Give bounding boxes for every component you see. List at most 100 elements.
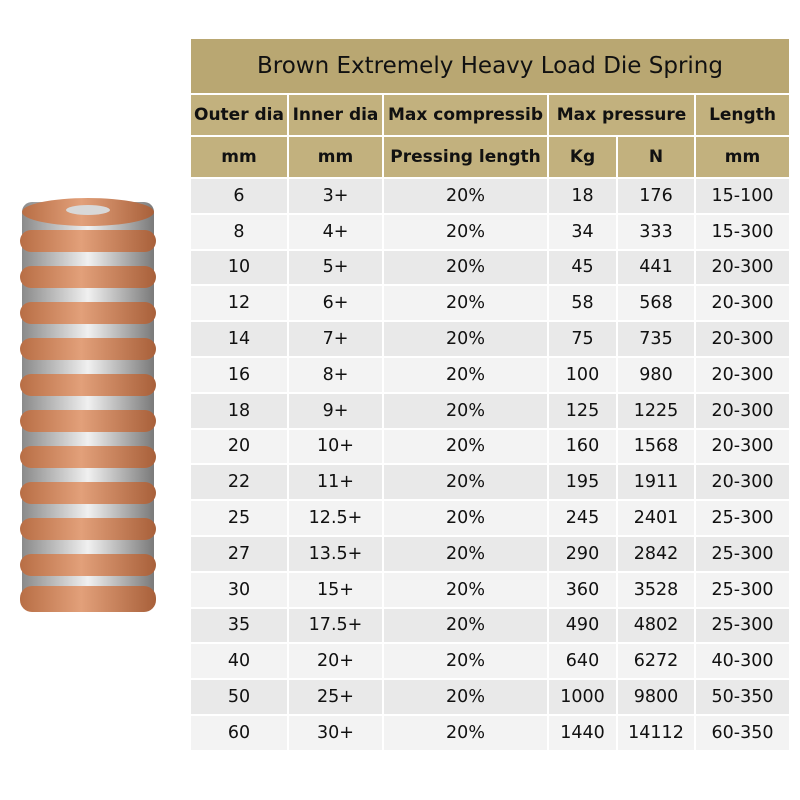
data-cell: 40 (191, 644, 287, 679)
data-cell: 568 (618, 286, 694, 321)
data-cell: 12 (191, 286, 287, 321)
data-cell: 20% (384, 501, 547, 535)
header-cell: Max compressib (384, 95, 547, 135)
data-cell: 20% (384, 536, 547, 571)
data-cell: 20% (384, 250, 547, 285)
data-cell: 58 (549, 286, 616, 321)
title-row: Brown Extremely Heavy Load Die Spring (191, 39, 789, 93)
data-cell: 3+ (289, 179, 382, 213)
data-cell: 160 (549, 429, 616, 464)
unit-cell: mm (696, 137, 789, 177)
data-cell: 20-300 (696, 357, 789, 392)
header-cell: Length (696, 95, 789, 135)
data-cell: 20-300 (696, 393, 789, 428)
data-cell: 17.5+ (289, 608, 382, 643)
table-body: Brown Extremely Heavy Load Die Spring Ou… (191, 39, 789, 750)
data-cell: 20% (384, 429, 547, 464)
data-cell: 22 (191, 465, 287, 500)
data-cell: 8 (191, 214, 287, 249)
data-cell: 125 (549, 393, 616, 428)
header-cell: Outer dia (191, 95, 287, 135)
table-title: Brown Extremely Heavy Load Die Spring (191, 39, 789, 93)
data-cell: 20-300 (696, 286, 789, 321)
data-cell: 2401 (618, 501, 694, 535)
data-cell: 11+ (289, 465, 382, 500)
data-cell: 45 (549, 250, 616, 285)
data-cell: 195 (549, 465, 616, 500)
data-row: 16 8+ 20% 100 980 20-300 (191, 357, 789, 392)
data-cell: 50 (191, 680, 287, 714)
data-cell: 6272 (618, 644, 694, 679)
data-cell: 6+ (289, 286, 382, 321)
spring-image (20, 198, 156, 612)
data-cell: 15-300 (696, 214, 789, 249)
data-cell: 30+ (289, 715, 382, 750)
data-cell: 9800 (618, 680, 694, 714)
data-row: 50 25+ 20% 1000 9800 50-350 (191, 680, 789, 714)
data-cell: 75 (549, 322, 616, 356)
data-cell: 640 (549, 644, 616, 679)
data-cell: 25-300 (696, 608, 789, 643)
coils (20, 198, 156, 612)
data-row: 40 20+ 20% 640 6272 40-300 (191, 644, 789, 679)
data-cell: 16 (191, 357, 287, 392)
data-cell: 13.5+ (289, 536, 382, 571)
data-cell: 60 (191, 715, 287, 750)
data-cell: 20% (384, 680, 547, 714)
data-cell: 360 (549, 572, 616, 607)
data-cell: 20% (384, 465, 547, 500)
data-cell: 490 (549, 608, 616, 643)
header-row: Outer dia Inner dia Max compressib Max pres… (191, 95, 789, 135)
data-cell: 40-300 (696, 644, 789, 679)
data-cell: 245 (549, 501, 616, 535)
data-row: 25 12.5+ 20% 245 2401 25-300 (191, 501, 789, 535)
data-cell: 15+ (289, 572, 382, 607)
data-cell: 20% (384, 214, 547, 249)
data-cell: 20% (384, 179, 547, 213)
data-cell: 18 (191, 393, 287, 428)
data-cell: 25-300 (696, 572, 789, 607)
header-cell: Max pressure (549, 95, 694, 135)
data-cell: 20% (384, 608, 547, 643)
data-cell: 20% (384, 644, 547, 679)
unit-cell: mm (289, 137, 382, 177)
data-cell: 27 (191, 536, 287, 571)
data-cell: 25-300 (696, 536, 789, 571)
data-cell: 10 (191, 250, 287, 285)
data-cell: 20+ (289, 644, 382, 679)
data-cell: 20% (384, 286, 547, 321)
data-cell: 14 (191, 322, 287, 356)
unit-cell: mm (191, 137, 287, 177)
data-cell: 30 (191, 572, 287, 607)
unit-cell: Pressing length (384, 137, 547, 177)
data-cell: 1000 (549, 680, 616, 714)
data-cell: 290 (549, 536, 616, 571)
data-cell: 5+ (289, 250, 382, 285)
data-cell: 20-300 (696, 465, 789, 500)
data-row: 30 15+ 20% 360 3528 25-300 (191, 572, 789, 607)
data-cell: 20% (384, 393, 547, 428)
data-cell: 333 (618, 214, 694, 249)
data-cell: 34 (549, 214, 616, 249)
data-cell: 35 (191, 608, 287, 643)
data-row: 6 3+ 20% 18 176 15-100 (191, 179, 789, 213)
header-cell: Inner dia (289, 95, 382, 135)
data-cell: 60-350 (696, 715, 789, 750)
data-cell: 7+ (289, 322, 382, 356)
data-cell: 1568 (618, 429, 694, 464)
data-cell: 1225 (618, 393, 694, 428)
data-row: 60 30+ 20% 1440 14112 60-350 (191, 715, 789, 750)
data-row: 18 9+ 20% 125 1225 20-300 (191, 393, 789, 428)
data-cell: 18 (549, 179, 616, 213)
data-cell: 20-300 (696, 250, 789, 285)
data-cell: 20% (384, 715, 547, 750)
data-cell: 980 (618, 357, 694, 392)
data-cell: 10+ (289, 429, 382, 464)
data-row: 12 6+ 20% 58 568 20-300 (191, 286, 789, 321)
data-cell: 4802 (618, 608, 694, 643)
data-cell: 20% (384, 322, 547, 356)
data-cell: 4+ (289, 214, 382, 249)
data-row: 27 13.5+ 20% 290 2842 25-300 (191, 536, 789, 571)
